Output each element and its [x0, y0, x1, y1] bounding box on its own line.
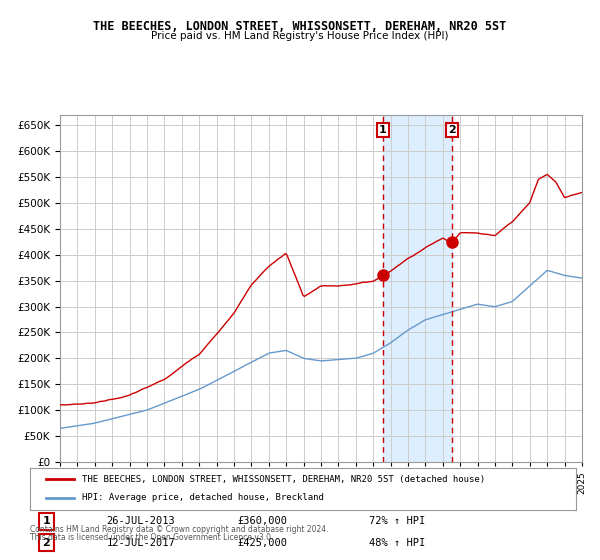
Text: Price paid vs. HM Land Registry's House Price Index (HPI): Price paid vs. HM Land Registry's House … — [151, 31, 449, 41]
Text: 2: 2 — [43, 538, 50, 548]
Text: 1: 1 — [43, 516, 50, 526]
Bar — [383, 115, 452, 462]
Text: This data is licensed under the Open Government Licence v3.0.: This data is licensed under the Open Gov… — [30, 533, 274, 542]
Text: 48% ↑ HPI: 48% ↑ HPI — [368, 538, 425, 548]
Text: 2: 2 — [448, 125, 456, 135]
Text: 26-JUL-2013: 26-JUL-2013 — [106, 516, 175, 526]
Text: £425,000: £425,000 — [238, 538, 287, 548]
Text: THE BEECHES, LONDON STREET, WHISSONSETT, DEREHAM, NR20 5ST (detached house): THE BEECHES, LONDON STREET, WHISSONSETT,… — [82, 475, 485, 484]
Text: THE BEECHES, LONDON STREET, WHISSONSETT, DEREHAM, NR20 5ST: THE BEECHES, LONDON STREET, WHISSONSETT,… — [94, 20, 506, 32]
Text: £360,000: £360,000 — [238, 516, 287, 526]
Text: 12-JUL-2017: 12-JUL-2017 — [106, 538, 175, 548]
Text: HPI: Average price, detached house, Breckland: HPI: Average price, detached house, Brec… — [82, 493, 324, 502]
Text: Contains HM Land Registry data © Crown copyright and database right 2024.: Contains HM Land Registry data © Crown c… — [30, 525, 329, 534]
Text: 72% ↑ HPI: 72% ↑ HPI — [368, 516, 425, 526]
Text: 1: 1 — [379, 125, 386, 135]
